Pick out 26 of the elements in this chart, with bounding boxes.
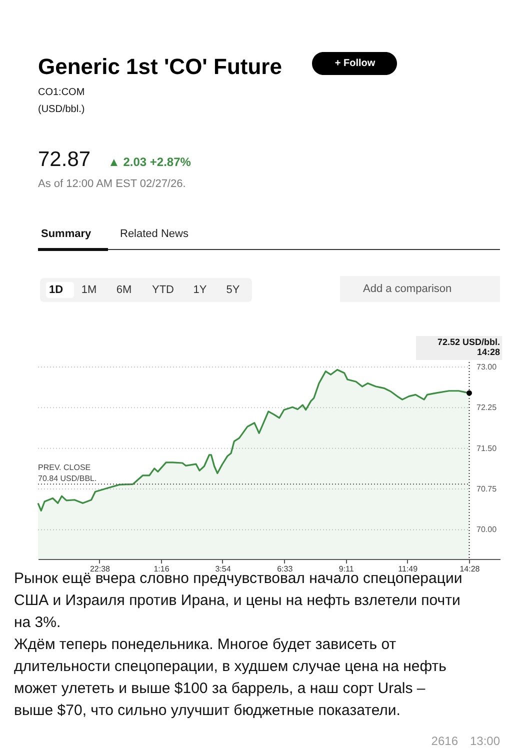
text: As of 12:00 AM EST 02/27/26.: [38, 178, 186, 190]
text: Summary: [41, 228, 92, 240]
text: Related News: [120, 228, 189, 240]
text: 1D: [48, 284, 64, 296]
text: YTD: [152, 284, 174, 296]
text: Ждём теперь понедельника. Многое будет зависеть от длительности спецоперации, в худшем случае цена на нефть может улететь и выше $100 за баррель, а наш сорт Urals – выше $70, что сильно улучшит бюджетные показатели.: [14, 636, 447, 719]
text: 1M: [81, 284, 97, 296]
text: 72.87: [38, 148, 91, 171]
text: 72.52 USD/bbl. 14:28: [437, 337, 500, 357]
chart-title: Generic 1st 'CO' Future: [38, 54, 282, 79]
chart-subtitle: CO1:COM (USD/bbl.): [38, 87, 85, 115]
text: 6M: [116, 284, 132, 296]
y-tick-label: 70.00: [476, 525, 498, 534]
y-tick-label: 72.25: [476, 403, 498, 412]
y-tick-label: 73.00: [476, 362, 498, 372]
text: 5Y: [226, 284, 240, 296]
text: 2616: [431, 734, 458, 748]
text: 1Y: [193, 284, 208, 296]
y-tick-label: 70.75: [476, 484, 498, 494]
text: ▲ 2.03 +2.87%: [108, 155, 192, 169]
text: 13:00: [470, 734, 500, 748]
text: Add a comparison: [363, 283, 452, 295]
x-tick-label: 14:28: [460, 564, 480, 574]
ref-line-label: PREV. CLOSE 70.84 USD/BBL.: [38, 463, 97, 484]
text: + Follow: [334, 58, 376, 69]
y-tick-label: 71.50: [476, 444, 498, 453]
